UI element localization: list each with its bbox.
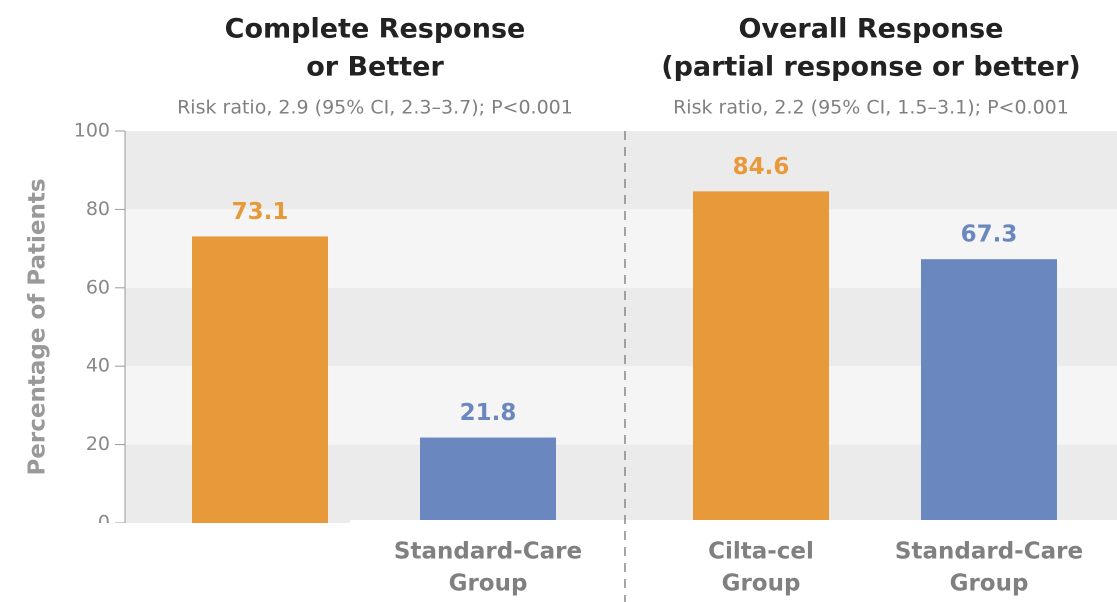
- x-tick-label: Standard-Care: [394, 539, 582, 565]
- cover: [60, 523, 125, 543]
- panel-title: Overall Response: [739, 14, 1004, 45]
- bar: [192, 236, 328, 523]
- bar: [921, 259, 1057, 523]
- bar: [420, 437, 556, 523]
- panel-subtitle: Risk ratio, 2.9 (95% CI, 2.3–3.7); P<0.0…: [177, 97, 573, 119]
- y-tick-label: 40: [86, 355, 110, 377]
- x-tick-label: Cilta-cel: [708, 539, 814, 565]
- x-tick-label: Standard-Care: [895, 539, 1083, 565]
- panel-title: or Better: [306, 52, 444, 83]
- y-tick-label: 80: [86, 198, 110, 220]
- panel-subtitle: Risk ratio, 2.2 (95% CI, 1.5–3.1); P<0.0…: [673, 97, 1069, 119]
- bar: [693, 191, 829, 524]
- cover: [350, 520, 1117, 602]
- grid-band: [125, 131, 625, 210]
- value-label: 84.6: [733, 154, 790, 180]
- value-label: 21.8: [460, 400, 517, 426]
- value-label: 73.1: [232, 199, 289, 225]
- x-tick-label: Group: [722, 571, 801, 597]
- value-label: 67.3: [961, 222, 1018, 248]
- y-axis-label: Percentage of Patients: [25, 178, 51, 475]
- y-tick-label: 60: [86, 276, 110, 298]
- panel-title: (partial response or better): [661, 52, 1081, 83]
- y-tick-label: 100: [74, 120, 110, 142]
- y-tick-label: 20: [86, 433, 110, 455]
- panel-title: Complete Response: [225, 14, 526, 45]
- x-tick-label: Group: [950, 571, 1029, 597]
- x-tick-label: Group: [449, 571, 528, 597]
